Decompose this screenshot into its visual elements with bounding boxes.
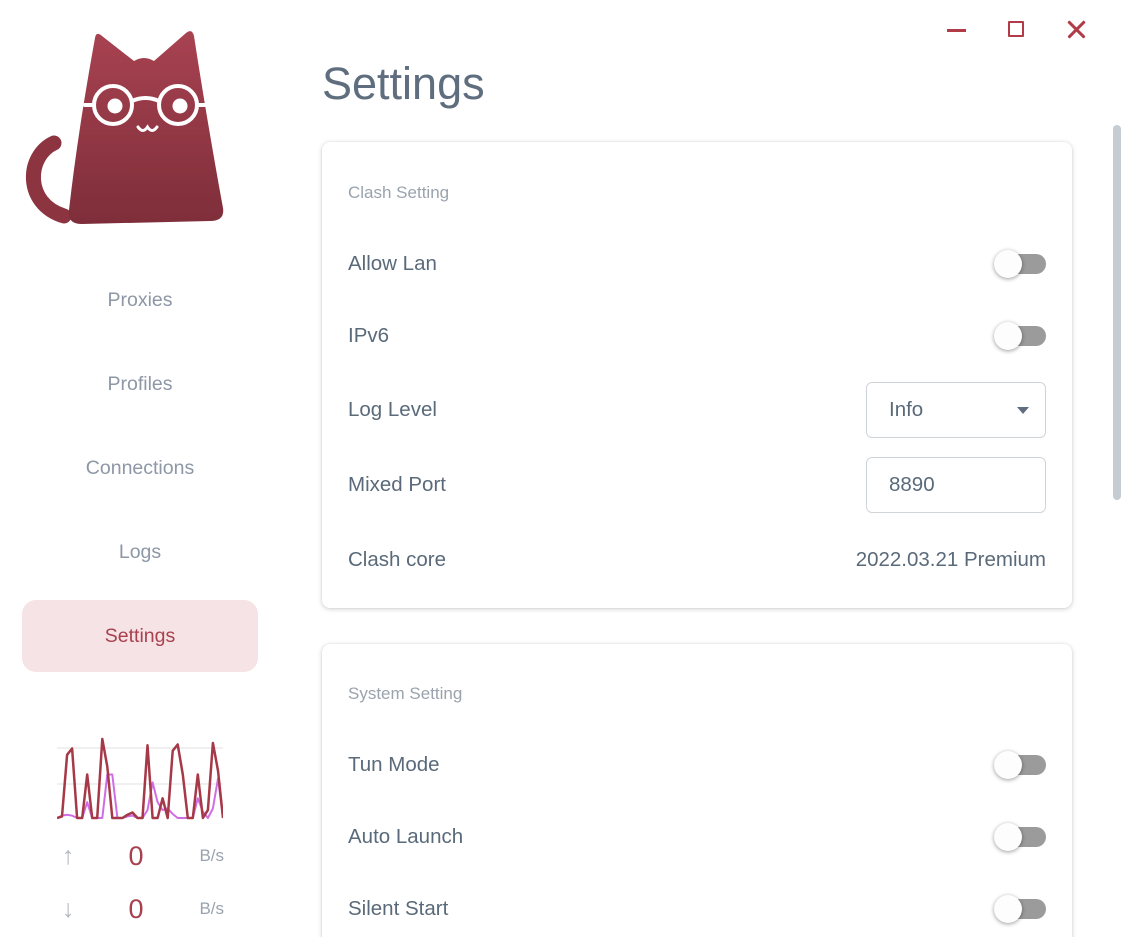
log-level-value: Info [889,398,924,421]
ipv6-toggle[interactable] [988,321,1046,351]
close-button[interactable] [1067,20,1086,39]
sidebar-item-settings[interactable]: Settings [22,600,258,672]
allow-lan-toggle[interactable] [988,249,1046,279]
sidebar-item-proxies[interactable]: Proxies [107,289,173,311]
maximize-icon [1008,21,1024,37]
tun-mode-toggle[interactable] [988,750,1046,780]
upload-speed-value: 0 [128,840,144,871]
tun-mode-label: Tun Mode [348,753,440,776]
download-speed-row: ↓ 0 B/s [56,892,224,926]
download-speed-value: 0 [128,893,144,924]
clash-core-row: Clash core 2022.03.21 Premium [348,532,1046,588]
log-level-row: Log Level Info [348,382,1046,438]
ipv6-label: IPv6 [348,324,390,347]
tun-mode-row: Tun Mode [348,737,1046,793]
system-setting-card: System Setting Tun Mode Auto Launch Sile… [322,644,1072,937]
upload-speed-unit: B/s [199,846,224,865]
window-controls [947,20,1086,39]
log-level-select[interactable]: Info [866,382,1046,438]
minimize-icon [947,29,966,32]
section-label: Clash Setting [348,183,450,202]
clash-core-version: 2022.03.21 Premium [855,548,1046,571]
silent-start-row: Silent Start [348,881,1046,937]
maximize-button[interactable] [1007,20,1026,39]
traffic-graph [57,737,223,820]
log-level-label: Log Level [348,398,437,421]
allow-lan-row: Allow Lan [348,236,1046,292]
auto-launch-label: Auto Launch [348,825,464,848]
silent-start-label: Silent Start [348,897,449,920]
sidebar-item-connections[interactable]: Connections [85,457,195,479]
page-title: Settings [322,58,485,109]
auto-launch-row: Auto Launch [348,809,1046,865]
mixed-port-input[interactable] [866,457,1046,513]
download-speed-unit: B/s [199,899,224,918]
section-label: System Setting [348,684,463,703]
ipv6-row: IPv6 [348,308,1046,364]
upload-speed-row: ↑ 0 B/s [56,839,224,873]
sidebar-item-logs[interactable]: Logs [118,541,162,563]
mixed-port-label: Mixed Port [348,473,446,496]
clash-cat-logo [25,31,224,225]
allow-lan-label: Allow Lan [348,252,437,275]
minimize-button[interactable] [947,20,966,39]
clash-core-label: Clash core [348,548,446,571]
clash-setting-card: Clash Setting Allow Lan IPv6 Log Level I… [322,142,1072,608]
arrow-up-icon: ↑ [62,841,75,870]
arrow-down-icon: ↓ [62,894,75,923]
silent-start-toggle[interactable] [988,894,1046,924]
scrollbar[interactable] [1113,125,1121,500]
mixed-port-row: Mixed Port [348,457,1046,513]
sidebar-item-profiles[interactable]: Profiles [107,373,173,395]
chevron-down-icon [1017,406,1029,414]
auto-launch-toggle[interactable] [988,822,1046,852]
